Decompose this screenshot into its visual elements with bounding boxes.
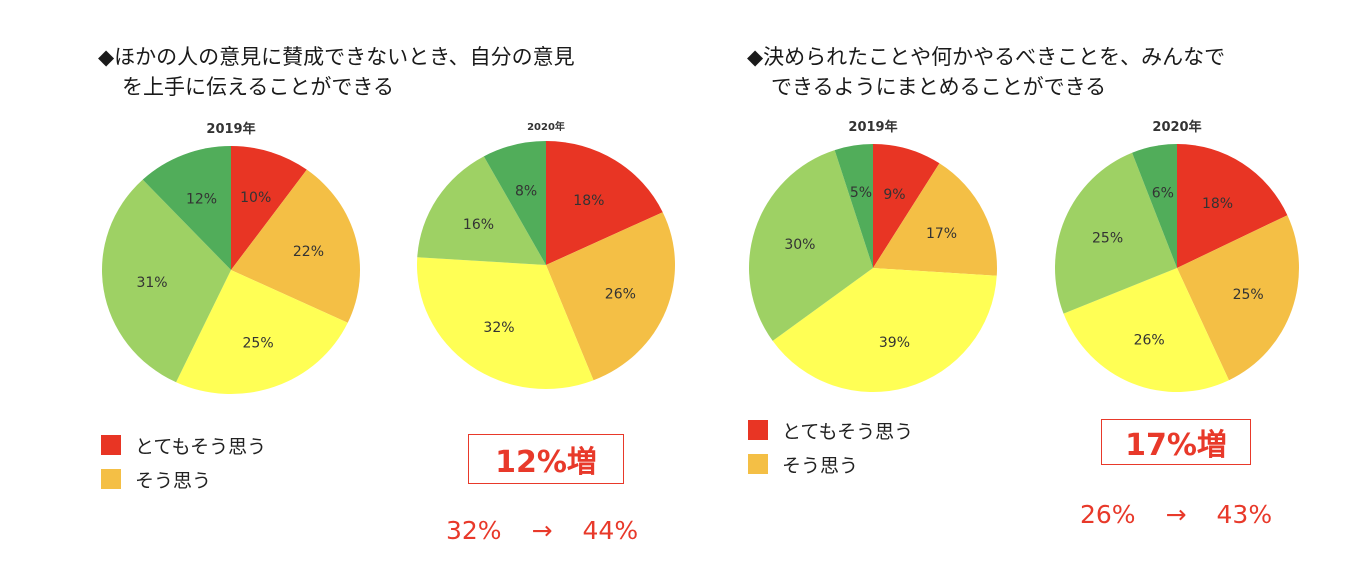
pie-slice: [231, 146, 307, 270]
pie-slice: [1177, 144, 1288, 268]
legend-item: とてもそう思う: [101, 428, 266, 462]
slice-label: 39%: [879, 335, 910, 351]
legend: とてもそう思う そう思う: [101, 428, 266, 496]
change-to: 44%: [582, 516, 639, 545]
slice-label: 32%: [483, 320, 514, 336]
pie-chart-2019: 9% 17% 39% 30% 5%: [749, 144, 997, 392]
change-summary: 26% → 43%: [1080, 500, 1272, 529]
change-to: 43%: [1216, 500, 1273, 529]
legend-item: そう思う: [748, 447, 913, 481]
legend-label: そう思う: [135, 469, 212, 492]
slice-label: 25%: [243, 335, 274, 351]
pie-chart-2020: 18% 26% 32% 16% 8%: [417, 141, 675, 389]
slice-label: 30%: [784, 237, 815, 253]
pie-slice: [749, 150, 873, 341]
change-summary: 32% → 44%: [446, 516, 638, 545]
increase-badge: 17%増: [1101, 419, 1251, 465]
slice-label: 6%: [1152, 185, 1174, 201]
question-line: ◆決められたことや何かやるべきことを、みんなで: [747, 45, 1226, 69]
pie-slice: [231, 169, 360, 323]
question-line: ◆ほかの人の意見に賛成できないとき、自分の意見: [98, 45, 575, 69]
pie-slice: [483, 141, 546, 265]
arrow-icon: →: [531, 516, 553, 545]
legend-swatch: [101, 469, 121, 489]
pie-slice: [1132, 144, 1177, 268]
slice-label: 10%: [240, 190, 271, 206]
legend-swatch: [101, 435, 121, 455]
change-from: 26%: [1080, 500, 1136, 529]
legend-label: とてもそう思う: [782, 420, 914, 443]
slice-label: 26%: [1134, 332, 1165, 348]
pie-title: 2020年: [1152, 120, 1202, 135]
slice-label: 12%: [186, 192, 217, 208]
slice-label: 16%: [463, 217, 494, 233]
legend-item: そう思う: [101, 462, 266, 496]
legend-swatch: [748, 420, 768, 440]
slice-label: 18%: [573, 193, 604, 209]
question-text: ◆決められたことや何かやるべきことを、みんなで できるようにまとめることができる: [747, 42, 1225, 102]
slice-label: 17%: [926, 226, 957, 242]
pie-slice: [417, 257, 594, 389]
slice-label: 25%: [1233, 287, 1264, 303]
pie-slice: [873, 144, 940, 268]
pie-title: 2020年: [527, 122, 565, 133]
pie-slice: [142, 146, 231, 270]
pie-slice: [873, 163, 997, 276]
survey-panel-right: ◆決められたことや何かやるべきことを、みんなで できるようにまとめることができる…: [700, 0, 1364, 574]
pie-title: 2019年: [848, 120, 898, 135]
pie-slice: [546, 212, 675, 381]
pie-slice: [1177, 215, 1299, 381]
legend-item: とてもそう思う: [748, 413, 913, 447]
pie-slice: [1063, 268, 1229, 392]
survey-panel-left: ◆ほかの人の意見に賛成できないとき、自分の意見 を上手に伝えることができる 20…: [98, 42, 675, 545]
legend-swatch: [748, 454, 768, 474]
pie-chart-2019: 10% 22% 25% 31% 12%: [102, 146, 360, 394]
legend-label: そう思う: [782, 454, 859, 477]
question-text: ◆ほかの人の意見に賛成できないとき、自分の意見 を上手に伝えることができる: [98, 42, 575, 102]
slice-label: 9%: [883, 187, 905, 203]
pie-slice: [772, 268, 997, 392]
legend: とてもそう思う そう思う: [748, 413, 913, 481]
arrow-icon: →: [1165, 500, 1187, 529]
increase-badge: 12%増: [468, 434, 624, 484]
slice-label: 18%: [1202, 196, 1233, 212]
legend-label: とてもそう思う: [135, 435, 267, 458]
slice-label: 22%: [293, 244, 324, 260]
slice-label: 31%: [136, 275, 167, 291]
question-line: を上手に伝えることができる: [122, 75, 394, 99]
slice-label: 25%: [1092, 230, 1123, 246]
slice-label: 5%: [850, 185, 872, 201]
pie-slice: [546, 141, 663, 265]
pie-title: 2019年: [206, 122, 256, 137]
pie-slice: [1055, 152, 1177, 314]
slice-label: 8%: [515, 184, 537, 200]
slice-label: 26%: [605, 286, 636, 302]
question-line: できるようにまとめることができる: [771, 75, 1107, 99]
pie-slice: [417, 156, 546, 265]
pie-slice: [102, 179, 231, 383]
change-from: 32%: [446, 516, 502, 545]
pie-slice: [834, 144, 873, 268]
pie-chart-2020: 18% 25% 26% 25% 6%: [1055, 144, 1299, 392]
pie-slice: [176, 270, 348, 394]
